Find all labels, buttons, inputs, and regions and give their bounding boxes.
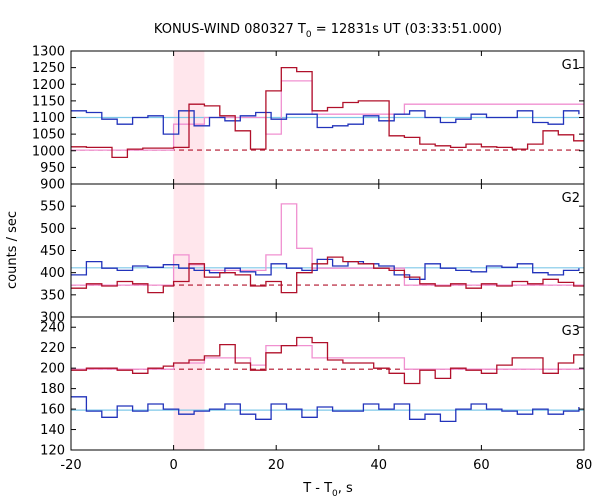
- x-tick-label: 40: [371, 458, 388, 473]
- y-tick-label: 1250: [32, 61, 65, 76]
- chart-title: KONUS-WIND 080327 T0 = 12831s UT (03:33:…: [154, 22, 502, 40]
- x-tick-label: 80: [576, 458, 593, 473]
- x-tick-label: 20: [268, 458, 285, 473]
- y-tick-label: 400: [40, 266, 65, 281]
- y-tick-label: 1000: [32, 144, 65, 159]
- y-tick-label: 350: [40, 288, 65, 303]
- y-tick-label: 220: [40, 341, 65, 356]
- series-background-line: [71, 396, 580, 423]
- plot-area: 9009501000105011001150120012501300G13003…: [32, 45, 592, 474]
- series-sum-line: [71, 80, 584, 151]
- series-source-line: [71, 256, 584, 294]
- panel-series: [71, 336, 584, 423]
- panel-series: [71, 203, 584, 294]
- x-tick-label: -20: [60, 458, 81, 473]
- y-tick-label: 500: [40, 222, 65, 237]
- series-source-line: [71, 66, 584, 159]
- series-background-line: [71, 110, 580, 135]
- panel-label: G3: [562, 324, 580, 339]
- panel-label: G2: [562, 191, 580, 206]
- x-tick-label: 60: [473, 458, 490, 473]
- y-tick-label: 160: [40, 403, 65, 418]
- y-tick-label: 240: [40, 321, 65, 336]
- y-tick-label: 900: [40, 178, 65, 193]
- panel-series: [71, 66, 584, 159]
- y-tick-label: 450: [40, 244, 65, 259]
- y-tick-label: 1200: [32, 78, 65, 93]
- panel-g2: 300 350 400 450 500 550 G2: [40, 183, 585, 326]
- panel-g3: 120 140 160 180 200 220 240 G3: [40, 316, 585, 459]
- panel-frame: [70, 183, 585, 318]
- y-tick-label: 1050: [32, 128, 65, 143]
- y-tick-label: 200: [40, 362, 65, 377]
- y-tick-label: 140: [40, 423, 65, 438]
- y-tick-label: 1100: [32, 111, 65, 126]
- panel-frame: [70, 316, 585, 451]
- y-tick-label: 950: [40, 161, 65, 176]
- x-tick-label: 0: [169, 458, 177, 473]
- y-tick-label: 300: [40, 311, 65, 326]
- series-background-line: [71, 258, 580, 280]
- y-tick-label: 1150: [32, 94, 65, 109]
- panel-label: G1: [562, 58, 580, 73]
- y-axis-label: counts / sec: [5, 211, 20, 289]
- x-axis-label: T - T0, s: [302, 481, 353, 499]
- series-source-line: [71, 336, 584, 385]
- y-tick-label: 550: [40, 200, 65, 215]
- series-sum-line: [71, 203, 584, 286]
- y-tick-label: 1300: [32, 45, 65, 60]
- y-tick-label: 180: [40, 382, 65, 397]
- y-tick-label: 120: [40, 444, 65, 459]
